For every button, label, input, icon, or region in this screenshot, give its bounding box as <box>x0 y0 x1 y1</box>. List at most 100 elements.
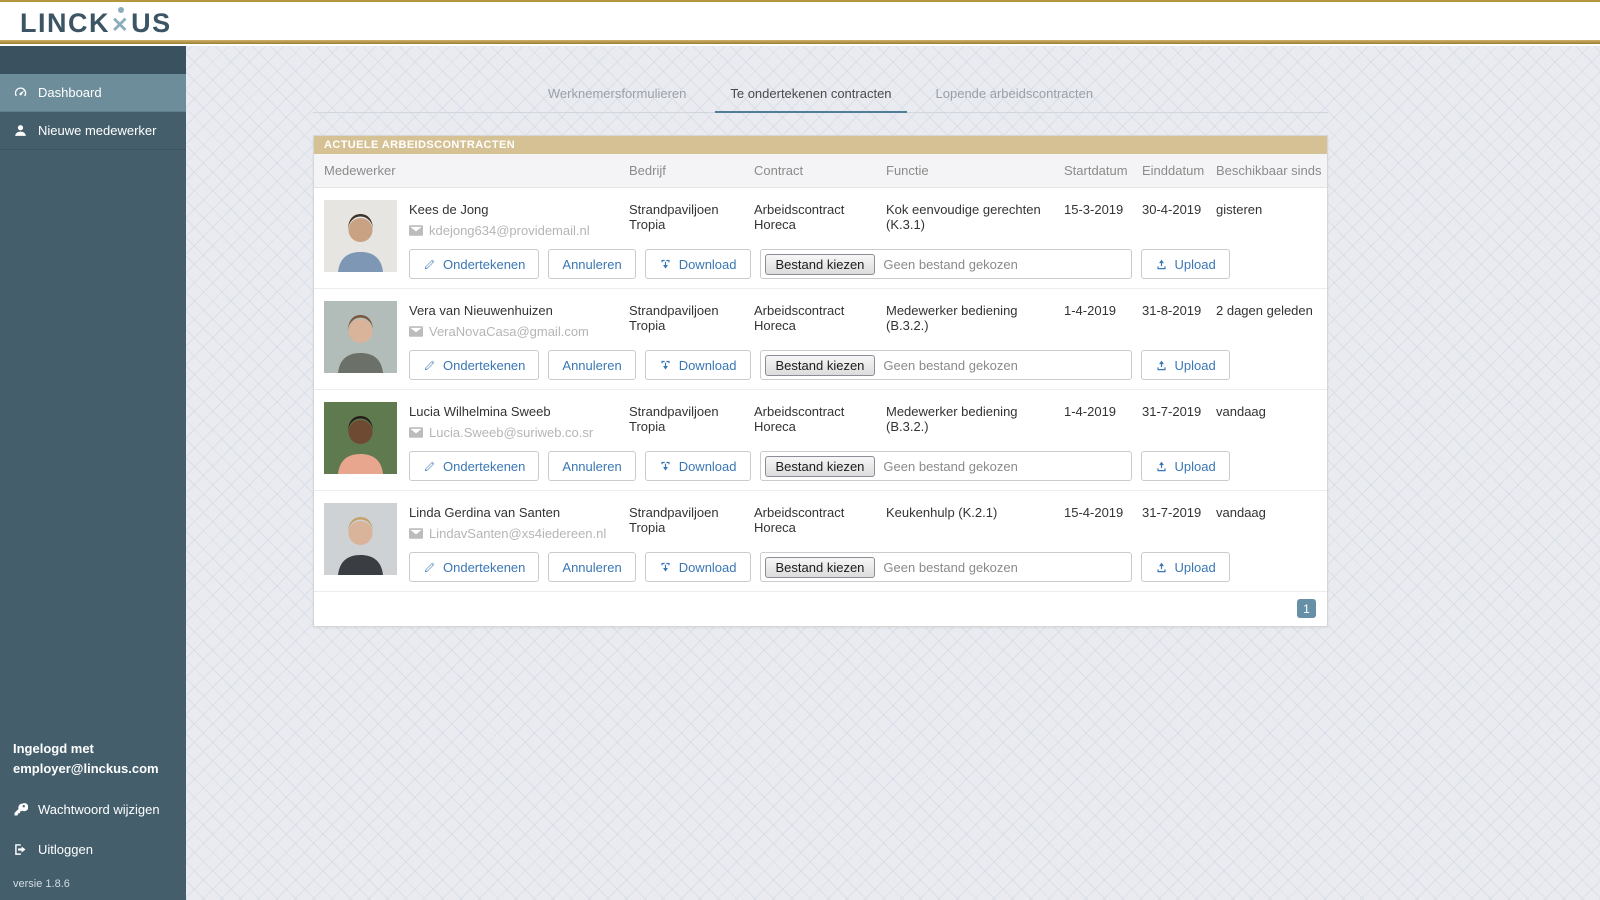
cell-einddatum: 31-7-2019 <box>1142 505 1202 520</box>
pencil-icon <box>423 561 436 574</box>
main-content: Werknemersformulieren Te ondertekenen co… <box>186 46 1600 900</box>
upload-icon <box>1155 258 1168 271</box>
upload-icon <box>1155 359 1168 372</box>
cell-functie: Kok eenvoudige gerechten (K.3.1) <box>886 202 1041 232</box>
employee-photo <box>324 402 397 474</box>
employee-photo <box>324 503 397 575</box>
sidebar-top-strip <box>0 46 186 74</box>
sign-button[interactable]: Ondertekenen <box>409 249 540 279</box>
change-password-link[interactable]: Wachtwoord wijzigen <box>13 802 173 817</box>
sidebar-footer: Ingelogd met employer@linckus.com Wachtw… <box>0 739 186 890</box>
col-functie: Functie <box>886 163 929 178</box>
table-row: Kees de Jong kdejong634@providemail.nl S… <box>314 188 1327 289</box>
cell-startdatum: 15-3-2019 <box>1064 202 1124 217</box>
table-row: Vera van Nieuwenhuizen VeraNovaCasa@gmai… <box>314 289 1327 390</box>
employee-photo <box>324 200 397 272</box>
cell-startdatum: 1-4-2019 <box>1064 303 1117 318</box>
upload-button[interactable]: Upload <box>1140 552 1230 582</box>
file-input[interactable]: Bestand kiezen Geen bestand gekozen <box>759 350 1132 380</box>
cell-beschikbaar-sinds: gisteren <box>1216 202 1263 217</box>
download-icon <box>659 460 672 473</box>
download-button[interactable]: Download <box>644 451 751 481</box>
sign-button[interactable]: Ondertekenen <box>409 451 540 481</box>
upload-button[interactable]: Upload <box>1140 350 1230 380</box>
download-icon <box>659 258 672 271</box>
col-beschikbaar-sinds: Beschikbaar sinds <box>1216 163 1322 178</box>
logged-in-email: employer@linckus.com <box>13 760 159 776</box>
col-bedrijf: Bedrijf <box>629 163 666 178</box>
cell-einddatum: 31-8-2019 <box>1142 303 1202 318</box>
cancel-button[interactable]: Annuleren <box>548 350 636 380</box>
cell-startdatum: 15-4-2019 <box>1064 505 1124 520</box>
choose-file-button[interactable]: Bestand kiezen <box>764 455 876 477</box>
download-button[interactable]: Download <box>644 552 751 582</box>
download-button[interactable]: Download <box>644 249 751 279</box>
upload-icon <box>1155 460 1168 473</box>
employee-name: Vera van Nieuwenhuizen <box>409 303 553 318</box>
cancel-button[interactable]: Annuleren <box>548 249 636 279</box>
col-einddatum: Einddatum <box>1142 163 1205 178</box>
envelope-icon <box>409 528 423 539</box>
cell-bedrijf: Strandpaviljoen Tropia <box>629 202 719 232</box>
employee-email: kdejong634@providemail.nl <box>429 223 590 238</box>
cell-einddatum: 30-4-2019 <box>1142 202 1202 217</box>
key-icon <box>13 802 28 817</box>
employee-email: Lucia.Sweeb@suriweb.co.sr <box>429 425 594 440</box>
employee-email: LindavSanten@xs4iedereen.nl <box>429 526 607 541</box>
upload-button[interactable]: Upload <box>1140 451 1230 481</box>
page-button-1[interactable]: 1 <box>1297 599 1316 618</box>
employee-email: VeraNovaCasa@gmail.com <box>429 324 589 339</box>
file-input[interactable]: Bestand kiezen Geen bestand gekozen <box>759 552 1132 582</box>
envelope-icon <box>409 427 423 438</box>
col-contract: Contract <box>754 163 804 178</box>
cell-beschikbaar-sinds: vandaag <box>1216 404 1266 419</box>
cancel-button[interactable]: Annuleren <box>548 451 636 481</box>
employee-name: Linda Gerdina van Santen <box>409 505 561 520</box>
upload-button[interactable]: Upload <box>1140 249 1230 279</box>
cell-bedrijf: Strandpaviljoen Tropia <box>629 505 719 535</box>
download-icon <box>659 561 672 574</box>
panel-title: ACTUELE ARBEIDSCONTRACTEN <box>314 136 1327 154</box>
sidebar-item-nieuwe-medewerker[interactable]: Nieuwe medewerker <box>0 112 186 150</box>
file-input[interactable]: Bestand kiezen Geen bestand gekozen <box>759 451 1132 481</box>
envelope-icon <box>409 326 423 337</box>
logout-link[interactable]: Uitloggen <box>13 842 173 857</box>
cell-contract: Arbeidscontract Horeca <box>754 404 845 434</box>
no-file-label: Geen bestand gekozen <box>883 458 1018 474</box>
no-file-label: Geen bestand gekozen <box>883 357 1018 373</box>
table-row: Lucia Wilhelmina Sweeb Lucia.Sweeb@suriw… <box>314 390 1327 491</box>
tab-werknemersformulieren[interactable]: Werknemersformulieren <box>547 86 687 101</box>
no-file-label: Geen bestand gekozen <box>883 256 1018 272</box>
sidebar-item-dashboard[interactable]: Dashboard <box>0 74 186 112</box>
cancel-button[interactable]: Annuleren <box>548 552 636 582</box>
cell-functie: Keukenhulp (K.2.1) <box>886 505 998 520</box>
cell-startdatum: 1-4-2019 <box>1064 404 1117 419</box>
logged-in-block: Ingelogd met employer@linckus.com <box>13 739 173 778</box>
sign-button[interactable]: Ondertekenen <box>409 552 540 582</box>
table-row: Linda Gerdina van Santen LindavSanten@xs… <box>314 491 1327 592</box>
cell-beschikbaar-sinds: vandaag <box>1216 505 1266 520</box>
table-header: Medewerker Bedrijf Contract Functie Star… <box>314 154 1327 188</box>
contracts-panel: ACTUELE ARBEIDSCONTRACTEN Medewerker Bed… <box>313 135 1328 627</box>
tab-te-ondertekenen-contracten[interactable]: Te ondertekenen contracten <box>715 77 907 113</box>
envelope-icon <box>409 225 423 236</box>
sidebar: Dashboard Nieuwe medewerker Ingelogd met… <box>0 46 186 900</box>
cell-functie: Medewerker bediening (B.3.2.) <box>886 404 1018 434</box>
choose-file-button[interactable]: Bestand kiezen <box>764 253 876 275</box>
pencil-icon <box>423 258 436 271</box>
choose-file-button[interactable]: Bestand kiezen <box>764 354 876 376</box>
cell-contract: Arbeidscontract Horeca <box>754 303 845 333</box>
download-button[interactable]: Download <box>644 350 751 380</box>
no-file-label: Geen bestand gekozen <box>883 559 1018 575</box>
app-logo: LINCK ✕ US <box>20 8 172 39</box>
choose-file-button[interactable]: Bestand kiezen <box>764 556 876 578</box>
change-password-label: Wachtwoord wijzigen <box>38 802 160 817</box>
sign-button[interactable]: Ondertekenen <box>409 350 540 380</box>
upload-icon <box>1155 561 1168 574</box>
employee-name: Kees de Jong <box>409 202 489 217</box>
cell-bedrijf: Strandpaviljoen Tropia <box>629 404 719 434</box>
cell-einddatum: 31-7-2019 <box>1142 404 1202 419</box>
file-input[interactable]: Bestand kiezen Geen bestand gekozen <box>759 249 1132 279</box>
tab-lopende-arbeidscontracten[interactable]: Lopende arbeidscontracten <box>935 86 1094 101</box>
employee-photo <box>324 301 397 373</box>
